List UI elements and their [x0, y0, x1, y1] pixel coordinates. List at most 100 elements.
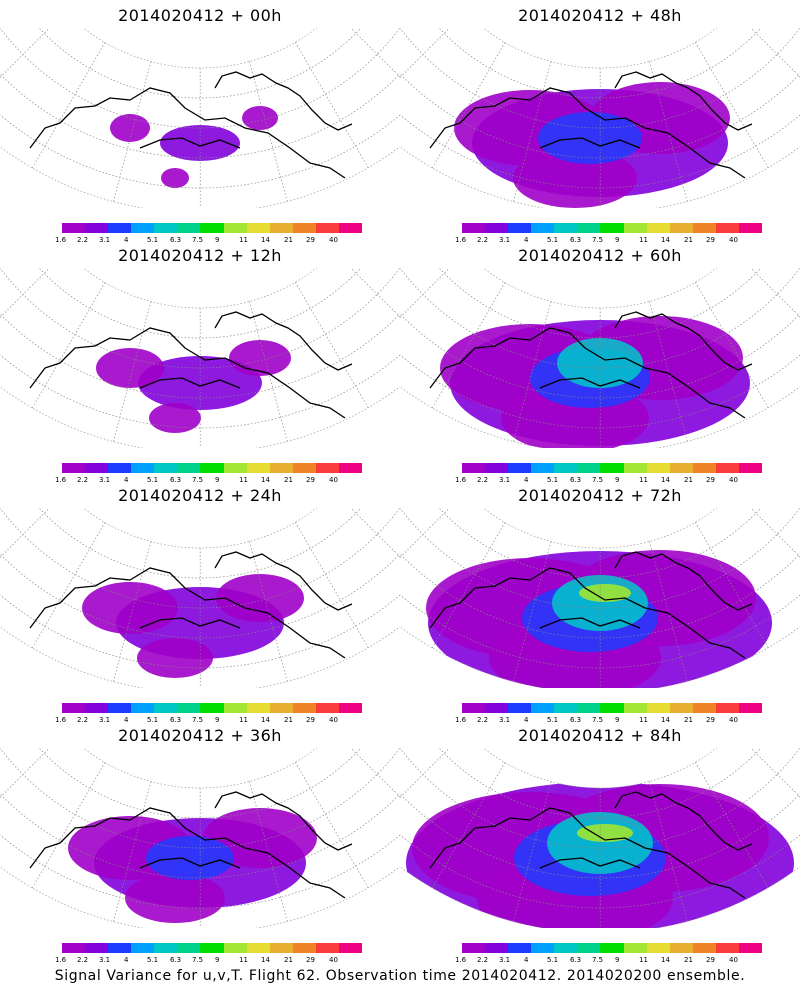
- coastline: [139, 617, 241, 629]
- colorbar-swatch: [531, 223, 555, 233]
- colorbar-tick-label: 5.1: [147, 956, 159, 964]
- colorbar-tick-label: 3.1: [499, 716, 511, 724]
- colorbar-swatch: [669, 943, 693, 953]
- colorbar-tick-label: 11: [239, 716, 248, 724]
- variance-map: [0, 268, 400, 448]
- colorbar-swatch: [338, 223, 363, 233]
- colorbar-swatch: [315, 223, 339, 233]
- colorbar-tick-label: 7.5: [592, 956, 604, 964]
- forecast-panel: 2014020412 + 72h 1.6 2.2 3.1 4 5.1 6.3 7.5 9 11 14…: [400, 480, 800, 725]
- forecast-panel: 2014020412 + 00h 1.6 2.2 3.1 4 5.1 6.3 7.5 9 11 14…: [0, 0, 400, 245]
- coastline: [139, 377, 241, 389]
- colorbar-swatch: [600, 463, 624, 473]
- variance-region: [146, 836, 234, 880]
- longitude-line: [0, 28, 35, 45]
- longitude-line: [750, 268, 800, 318]
- longitude-line: [0, 28, 51, 78]
- colorbar-swatch: [531, 703, 555, 713]
- colorbar-swatch: [85, 463, 109, 473]
- colorbar-swatch: [508, 463, 532, 473]
- colorbar-tick-label: 4: [524, 236, 529, 244]
- coastline: [429, 567, 746, 659]
- colorbar-tick-label: 4: [124, 236, 129, 244]
- colorbar-swatch: [292, 223, 316, 233]
- colorbar-swatch: [131, 943, 155, 953]
- colorbar-swatch: [62, 943, 86, 953]
- coastline: [429, 807, 746, 899]
- latitude-line: [38, 508, 362, 579]
- map-outline: [0, 28, 400, 208]
- colorbar-tick-label: 4: [124, 956, 129, 964]
- colorbar-tick-label: 5.1: [147, 236, 159, 244]
- colorbar-swatch: [715, 223, 739, 233]
- colorbar-swatch: [246, 223, 270, 233]
- colorbar-swatch: [485, 703, 509, 713]
- colorbar-swatch: [315, 943, 339, 953]
- longitude-line: [0, 268, 51, 318]
- colorbar-swatch: [623, 943, 647, 953]
- colorbar-tick-label: 9: [615, 476, 620, 484]
- latitude-line: [400, 793, 800, 879]
- colorbar-tick-label: 40: [329, 476, 338, 484]
- colorbar-tick-label: 3.1: [499, 236, 511, 244]
- variance-region: [82, 582, 178, 634]
- variance-map: [400, 268, 800, 448]
- coastline: [214, 311, 353, 371]
- colorbar-swatch: [85, 223, 109, 233]
- colorbar-labels: 1.6 2.2 3.1 4 5.1 6.3 7.5 9 11 14 21 29 40: [55, 236, 375, 246]
- colorbar-swatch: [269, 223, 293, 233]
- colorbar-tick-label: 29: [706, 956, 715, 964]
- longitude-line: [350, 748, 400, 798]
- colorbar-labels: 1.6 2.2 3.1 4 5.1 6.3 7.5 9 11 14 21 29 40: [55, 956, 375, 966]
- colorbar-swatch: [600, 223, 624, 233]
- colorbar-tick-label: 14: [261, 476, 270, 484]
- coastline: [29, 567, 346, 659]
- colorbar-tick-label: 9: [615, 236, 620, 244]
- colorbar-tick-label: 2.2: [77, 236, 89, 244]
- longitude-line: [0, 268, 35, 285]
- longitude-line: [400, 508, 435, 525]
- colorbar-tick-label: 40: [729, 956, 738, 964]
- latitude-line: [400, 73, 800, 159]
- colorbar-labels: 1.6 2.2 3.1 4 5.1 6.3 7.5 9 11 14 21 29 40: [55, 476, 375, 486]
- variance-region: [577, 824, 633, 842]
- variance-map: [400, 28, 800, 208]
- longitude-line: [0, 748, 51, 798]
- panel-title: 2014020412 + 48h: [518, 6, 682, 25]
- colorbar-tick-label: 14: [261, 236, 270, 244]
- colorbar-tick-label: 9: [215, 956, 220, 964]
- variance-map: [0, 28, 400, 208]
- colorbar-tick-label: 7.5: [192, 716, 204, 724]
- longitude-line: [765, 268, 800, 284]
- colorbar-swatch: [485, 223, 509, 233]
- colorbar-swatch: [269, 703, 293, 713]
- colorbar-tick-label: 3.1: [99, 716, 111, 724]
- colorbar-tick-label: 5.1: [147, 476, 159, 484]
- longitude-line: [32, 522, 106, 649]
- coastline: [29, 87, 346, 179]
- coastline: [429, 327, 746, 419]
- colorbar-tick-label: 7.5: [592, 716, 604, 724]
- colorbar-swatch: [269, 943, 293, 953]
- variance-region: [216, 574, 304, 622]
- map-outline: [0, 748, 400, 928]
- colorbar-swatch: [646, 943, 670, 953]
- coastline: [29, 807, 346, 899]
- longitude-line: [365, 508, 400, 524]
- colorbar-tick-label: 1.6: [55, 716, 67, 724]
- colorbar-tick-label: 14: [661, 236, 670, 244]
- longitude-line: [295, 282, 369, 408]
- forecast-panel: 2014020412 + 84h 1.6 2.2 3.1 4 5.1 6.3 7.5 9 11 14…: [400, 720, 800, 965]
- colorbar-swatch: [715, 943, 739, 953]
- colorbar-tick-label: 2.2: [77, 716, 89, 724]
- map-outline: [400, 748, 800, 928]
- panel-title: 2014020412 + 72h: [518, 486, 682, 505]
- longitude-line: [295, 42, 369, 168]
- variance-region: [229, 340, 291, 376]
- colorbar-swatch: [462, 703, 486, 713]
- longitude-line: [765, 508, 800, 524]
- colorbar-tick-label: 1.6: [455, 236, 467, 244]
- colorbar-swatch: [554, 463, 578, 473]
- colorbar-tick-label: 29: [706, 236, 715, 244]
- longitude-line: [400, 28, 451, 78]
